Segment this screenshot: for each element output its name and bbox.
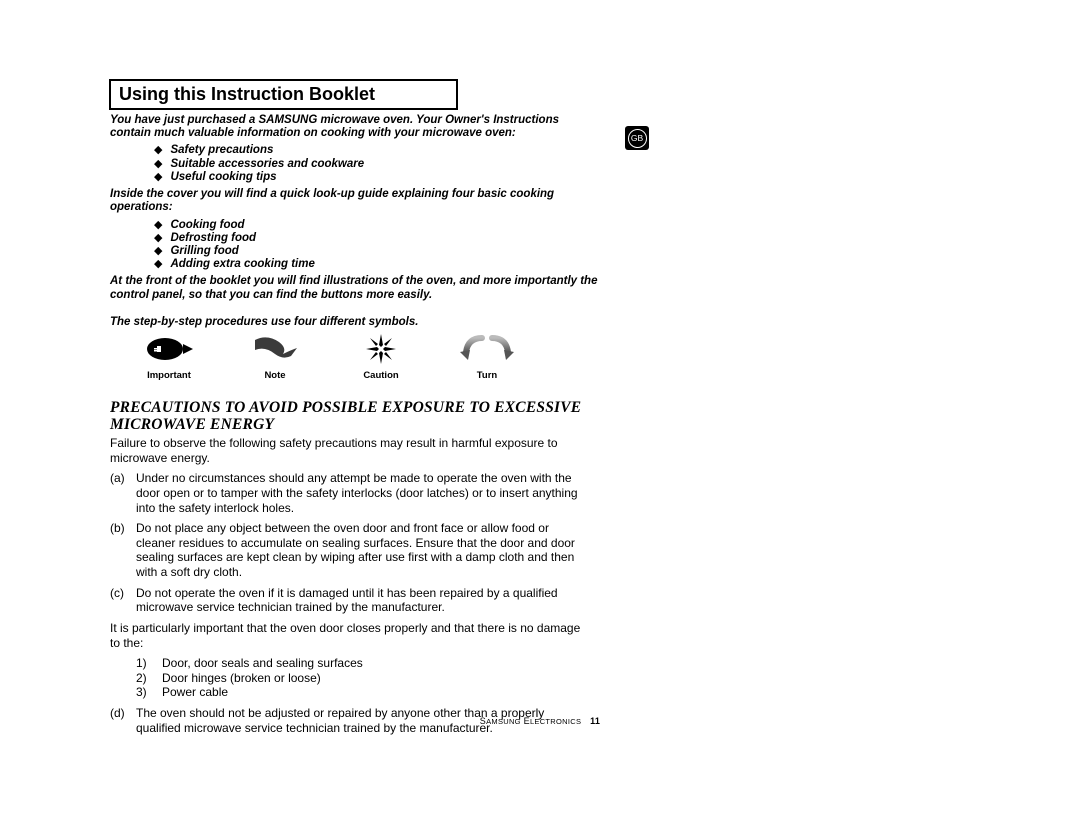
item-letter: (b) [110,521,132,580]
bullet-marker: ◆ [154,171,162,184]
page: Using this Instruction Booklet GB You ha… [0,0,1080,813]
subitem: Power cable [162,685,590,700]
item-text: Under no circumstances should any attemp… [136,471,590,515]
bullet-marker: ◆ [154,232,162,245]
item-letter: (a) [110,471,132,515]
precautions-heading: PRECAUTIONS TO AVOID POSSIBLE EXPOSURE T… [110,399,590,434]
c-sub-2: 2) Door hinges (broken or loose) [136,671,590,686]
symbols-intro: The step-by-step procedures use four dif… [110,316,600,329]
symbol-label: Turn [477,370,497,381]
bullet-item: Cooking food [170,219,244,232]
page-number: 11 [590,716,600,726]
intro-p3: At the front of the booklet you will fin… [110,275,600,301]
item-c-note: It is particularly important that the ov… [110,621,590,650]
bullet-list-2: ◆ Cooking food ◆ Defrosting food ◆ Grilling… [154,219,600,272]
item-text: Do not operate the oven if it is damaged… [136,586,590,615]
precautions-body: Failure to observe the following safety … [110,436,590,741]
page-footer: SAMSUNG ELECTRONICS 11 [0,716,1080,726]
bullet-item: Useful cooking tips [170,171,276,184]
symbol-turn: Turn [453,332,521,381]
symbol-label: Important [147,370,191,381]
important-icon [145,332,193,366]
symbol-important: Important [135,332,203,381]
symbol-label: Caution [363,370,398,381]
c-sub-3: 3) Power cable [136,685,590,700]
bullet-item: Grilling food [170,245,238,258]
bullet-marker: ◆ [154,258,162,271]
bullet-item: Adding extra cooking time [170,258,314,271]
caution-icon [364,332,398,366]
bullet-marker: ◆ [154,245,162,258]
bullet-marker: ◆ [154,158,162,171]
item-a: (a) Under no circumstances should any at… [110,471,590,515]
precautions-lead: Failure to observe the following safety … [110,436,590,465]
subitem: Door, door seals and sealing surfaces [162,656,590,671]
bullet-marker: ◆ [154,219,162,232]
subitem: Door hinges (broken or loose) [162,671,590,686]
num: 2) [136,671,158,686]
section-title: Using this Instruction Booklet [119,84,375,104]
symbols-row: Important Note [135,332,521,381]
turn-icon [460,332,514,366]
symbol-note: Note [241,332,309,381]
footer-brand: SAMSUNG ELECTRONICS [480,716,584,726]
symbol-label: Note [264,370,285,381]
item-c: (c) Do not operate the oven if it is dam… [110,586,590,615]
note-icon [253,332,297,366]
item-letter: (c) [110,586,132,615]
bullet-item: Suitable accessories and cookware [170,158,364,171]
bullet-marker: ◆ [154,144,162,157]
bullet-list-1: ◆ Safety precautions ◆ Suitable accessorie… [154,144,600,184]
language-badge-label: GB [628,129,647,148]
intro-p1: You have just purchased a SAMSUNG microw… [110,114,600,140]
item-b: (b) Do not place any object between the … [110,521,590,580]
item-text: Do not place any object between the oven… [136,521,590,580]
section-header: Using this Instruction Booklet [109,79,458,110]
intro-block: You have just purchased a SAMSUNG microw… [110,114,600,329]
c-sub-1: 1) Door, door seals and sealing surfaces [136,656,590,671]
language-badge: GB [625,126,649,150]
num: 1) [136,656,158,671]
bullet-item: Defrosting food [170,232,256,245]
num: 3) [136,685,158,700]
symbol-caution: Caution [347,332,415,381]
bullet-item: Safety precautions [170,144,273,157]
intro-p2: Inside the cover you will find a quick l… [110,188,600,214]
